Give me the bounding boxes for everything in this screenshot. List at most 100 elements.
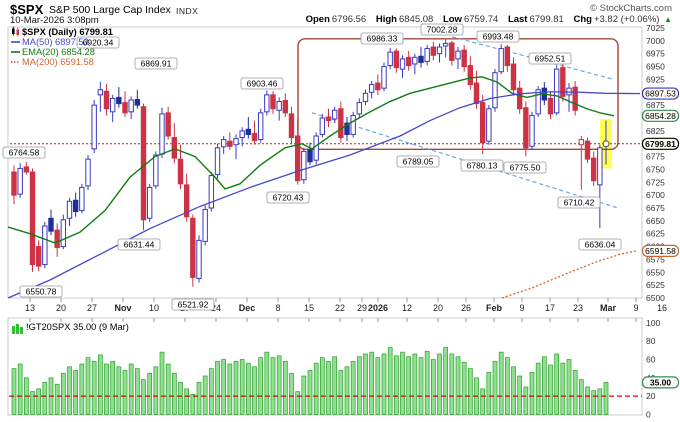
index-name: S&P 500 Large Cap Index (49, 4, 171, 16)
svg-text:27: 27 (87, 303, 97, 313)
low-label: Low (442, 14, 462, 25)
svg-text:6897.53: 6897.53 (645, 89, 676, 99)
symbol-title: $SPX (10, 2, 44, 17)
svg-text:Feb: Feb (486, 303, 503, 313)
price-annotation (420, 23, 464, 36)
svg-text:6775: 6775 (646, 152, 665, 162)
price-annotation (2, 146, 46, 159)
last-label: Last (507, 14, 528, 25)
svg-text:6875: 6875 (646, 100, 665, 110)
price-annotation (460, 159, 504, 172)
svg-text:29: 29 (357, 303, 367, 313)
svg-text:EMA(20) 6854.28: EMA(20) 6854.28 (22, 47, 95, 57)
price-annotation (557, 196, 601, 209)
svg-text:6521.92: 6521.92 (178, 300, 209, 310)
svg-text:20: 20 (56, 303, 66, 313)
trendlines (311, 36, 619, 209)
svg-text:7002.28: 7002.28 (427, 25, 458, 35)
price-annotation (360, 32, 404, 45)
price-annotation (396, 155, 440, 168)
svg-text:6750: 6750 (646, 164, 665, 174)
price-badge (641, 109, 680, 122)
svg-text:6525: 6525 (646, 280, 665, 290)
svg-text:35.00: 35.00 (650, 377, 672, 387)
svg-text:6789.05: 6789.05 (403, 157, 434, 167)
price-annotation (19, 285, 63, 298)
svg-text:6550.78: 6550.78 (26, 287, 57, 297)
ema20-line (7, 76, 615, 244)
svg-text:6625: 6625 (646, 229, 665, 239)
svg-text:6854.28: 6854.28 (645, 111, 676, 121)
svg-text:22: 22 (335, 303, 345, 313)
svg-text:6780.13: 6780.13 (467, 161, 498, 171)
price-annotation (76, 36, 120, 49)
current-price-marker (602, 140, 610, 148)
price-badge (641, 87, 680, 100)
svg-text:6710.42: 6710.42 (564, 198, 595, 208)
price-badge (641, 244, 680, 258)
svg-text:MA(50) 6897.53: MA(50) 6897.53 (22, 37, 89, 47)
svg-text:Dec: Dec (239, 303, 256, 313)
ma50-line (7, 91, 641, 299)
svg-text:6925: 6925 (646, 74, 665, 84)
svg-text:2026: 2026 (368, 303, 388, 313)
svg-text:6575: 6575 (646, 254, 665, 264)
high-value: 6845.08 (398, 14, 434, 25)
svg-text:6903.46: 6903.46 (247, 79, 278, 89)
price-axis-labels: 7025700069756950692569006875685068256800… (646, 23, 665, 303)
svg-text:Mar: Mar (600, 303, 617, 313)
indicator-panel: 100806040200 (646, 318, 660, 420)
svg-text:6799.81: 6799.81 (645, 139, 676, 149)
svg-text:15: 15 (304, 303, 314, 313)
chart-datetime: 10-Mar-2026 3:08pm (10, 15, 99, 26)
annotation-box (297, 38, 619, 151)
svg-text:23: 23 (573, 303, 583, 313)
svg-text:Nov: Nov (114, 303, 131, 313)
svg-text:24: 24 (211, 303, 221, 313)
quote-summary: Open 6796.56 High 6845.08 Low 6759.74 Last 6… (299, 14, 672, 25)
svg-text:6550: 6550 (646, 267, 665, 277)
svg-text:100: 100 (646, 318, 660, 328)
price-annotation (134, 57, 178, 70)
svg-text:60: 60 (646, 354, 656, 364)
svg-text:6650: 6650 (646, 216, 665, 226)
up-arrow-icon: ▲ (664, 15, 672, 24)
svg-text:17: 17 (545, 303, 555, 313)
svg-text:6631.44: 6631.44 (124, 240, 155, 250)
open-label: Open (305, 14, 330, 25)
svg-text:6675: 6675 (646, 203, 665, 213)
svg-text:6764.58: 6764.58 (9, 148, 40, 158)
svg-text:6720.43: 6720.43 (273, 193, 304, 203)
svg-text:6869.91: 6869.91 (141, 59, 172, 69)
last-value: 6799.81 (529, 14, 564, 25)
svg-text:7025: 7025 (646, 23, 665, 33)
exchange-label: INDX (176, 6, 199, 16)
svg-text:6952.51: 6952.51 (535, 54, 566, 64)
svg-text:6636.04: 6636.04 (585, 240, 616, 250)
svg-text:MA(200) 6591.58: MA(200) 6591.58 (22, 57, 94, 67)
price-annotation (266, 191, 310, 204)
svg-text:9: 9 (633, 303, 638, 313)
svg-text:26: 26 (461, 303, 471, 313)
candles-layer (11, 39, 609, 287)
panel-frames (7, 26, 643, 416)
chart-header: $SPX S&P 500 Large Cap Index INDX © Stoc… (0, 0, 680, 26)
svg-text:16: 16 (657, 303, 667, 313)
svg-text:6500: 6500 (646, 293, 665, 303)
svg-text:6591.58: 6591.58 (645, 246, 676, 256)
high-label: High (375, 14, 397, 25)
svg-text:0: 0 (646, 410, 651, 420)
svg-text:6986.33: 6986.33 (367, 34, 398, 44)
svg-text:6950: 6950 (646, 62, 665, 72)
svg-text:6975: 6975 (646, 49, 665, 59)
price-annotation (528, 52, 572, 65)
svg-text:$SPX (Daily) 6799.81: $SPX (Daily) 6799.81 (22, 27, 113, 37)
price-annotation (117, 238, 161, 251)
svg-text:12: 12 (402, 303, 412, 313)
price-annotation (503, 161, 547, 174)
svg-text:80: 80 (646, 336, 656, 346)
chg-value: +3.82 (+0.06%) (593, 14, 660, 25)
svg-text:13: 13 (25, 303, 35, 313)
